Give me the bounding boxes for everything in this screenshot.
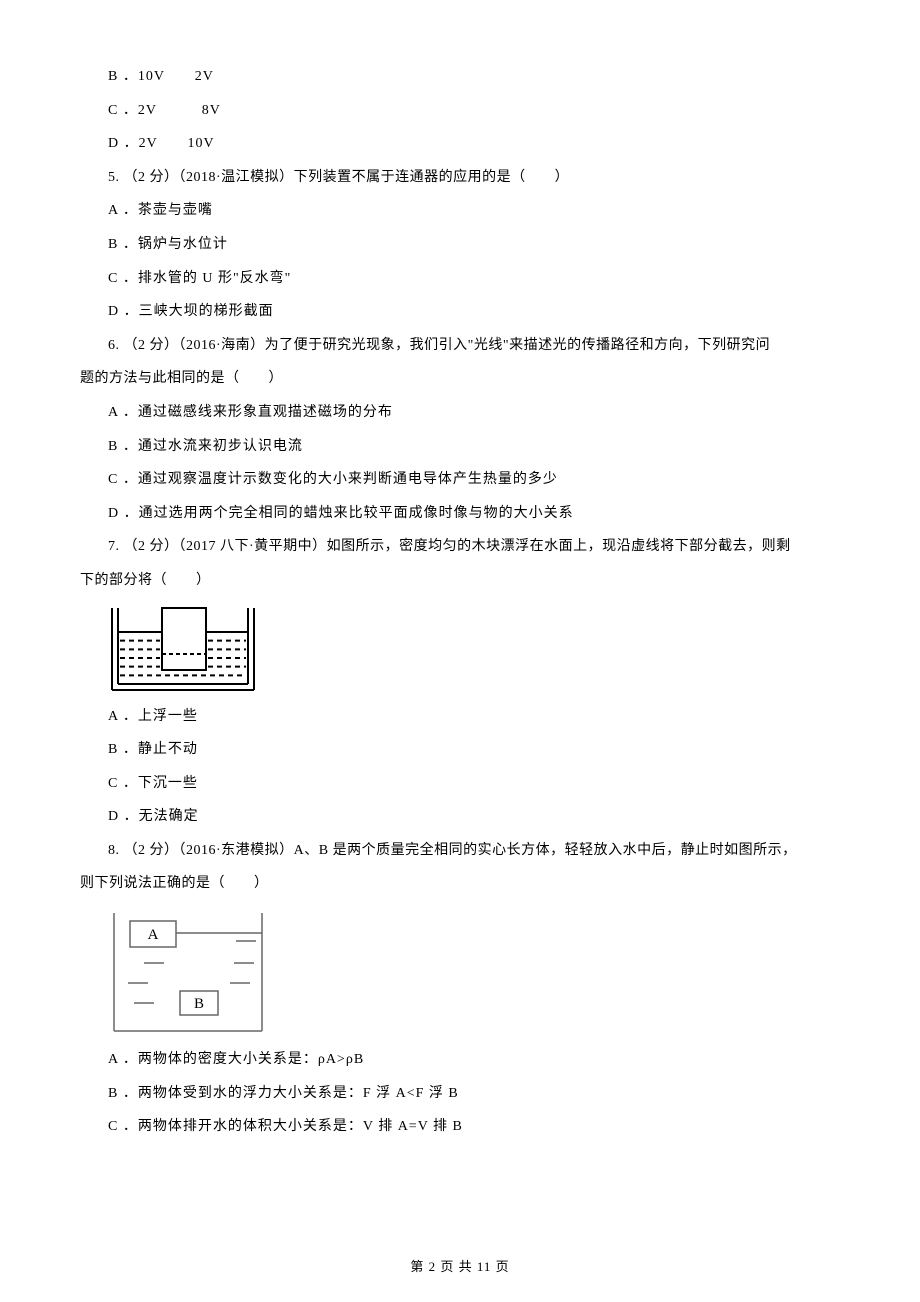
q7-figure bbox=[108, 604, 840, 694]
q6-option-b: B ．通过水流来初步认识电流 bbox=[80, 430, 840, 464]
q8-option-c: C ．两物体排开水的体积大小关系是：V 排 A=V 排 B bbox=[80, 1110, 840, 1144]
q6-stem-line1: 6. （2 分）（2016·海南）为了便于研究光现象，我们引入"光线"来描述光的… bbox=[80, 329, 840, 363]
q7-stem-line2: 下的部分将（ ） bbox=[80, 564, 840, 598]
q7-option-c: C ．下沉一些 bbox=[80, 767, 840, 801]
q4-option-b: B ．10V 2V bbox=[80, 60, 840, 94]
q4-option-d: D ．2V 10V bbox=[80, 127, 840, 161]
q6-stem-line2: 题的方法与此相同的是（ ） bbox=[80, 362, 840, 396]
q8-option-b: B ．两物体受到水的浮力大小关系是：F 浮 A<F 浮 B bbox=[80, 1077, 840, 1111]
q5-stem: 5. （2 分）（2018·温江模拟）下列装置不属于连通器的应用的是（ ） bbox=[80, 161, 840, 195]
page-footer: 第 2 页 共 11 页 bbox=[0, 1251, 920, 1282]
q8-stem-line2: 则下列说法正确的是（ ） bbox=[80, 867, 840, 901]
q6-option-a: A ．通过磁感线来形象直观描述磁场的分布 bbox=[80, 396, 840, 430]
q6-option-c: C ．通过观察温度计示数变化的大小来判断通电导体产生热量的多少 bbox=[80, 463, 840, 497]
q7-option-b: B ．静止不动 bbox=[80, 733, 840, 767]
q5-option-d: D ．三峡大坝的梯形截面 bbox=[80, 295, 840, 329]
q7-option-a: A ．上浮一些 bbox=[80, 700, 840, 734]
svg-text:A: A bbox=[148, 927, 159, 943]
q5-option-a: A ．茶壶与壶嘴 bbox=[80, 194, 840, 228]
q6-option-d: D ．通过选用两个完全相同的蜡烛来比较平面成像时像与物的大小关系 bbox=[80, 497, 840, 531]
svg-text:B: B bbox=[194, 996, 204, 1012]
q4-option-c: C ．2V 8V bbox=[80, 94, 840, 128]
q5-option-c: C ．排水管的 U 形"反水弯" bbox=[80, 262, 840, 296]
q7-stem-line1: 7. （2 分）（2017 八下·黄平期中）如图所示，密度均匀的木块漂浮在水面上… bbox=[80, 530, 840, 564]
q8-figure: AB bbox=[108, 907, 840, 1037]
q7-option-d: D ．无法确定 bbox=[80, 800, 840, 834]
q8-stem-line1: 8. （2 分）（2016·东港模拟）A、B 是两个质量完全相同的实心长方体，轻… bbox=[80, 834, 840, 868]
q5-option-b: B ．锅炉与水位计 bbox=[80, 228, 840, 262]
q8-option-a: A ．两物体的密度大小关系是：ρA>ρB bbox=[80, 1043, 840, 1077]
